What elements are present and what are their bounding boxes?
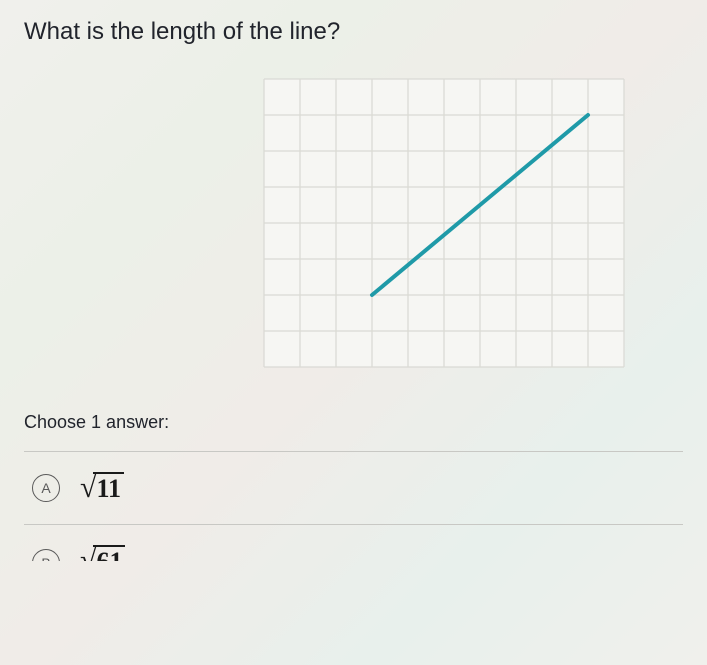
sqrt-icon: √ 11 bbox=[80, 472, 124, 504]
choose-prompt: Choose 1 answer: bbox=[24, 412, 683, 433]
option-b[interactable]: B √ 61 bbox=[24, 525, 683, 561]
question-text: What is the length of the line? bbox=[24, 18, 683, 46]
option-letter: A bbox=[32, 474, 60, 502]
option-answer: √ 61 bbox=[80, 545, 125, 561]
grid-chart bbox=[259, 74, 629, 372]
option-a[interactable]: A √ 11 bbox=[24, 452, 683, 525]
chart-container bbox=[204, 74, 683, 372]
option-answer: √ 11 bbox=[80, 472, 124, 504]
options-list: A √ 11 B √ 61 bbox=[24, 451, 683, 561]
sqrt-icon: √ 61 bbox=[80, 545, 125, 561]
option-letter: B bbox=[32, 549, 60, 561]
